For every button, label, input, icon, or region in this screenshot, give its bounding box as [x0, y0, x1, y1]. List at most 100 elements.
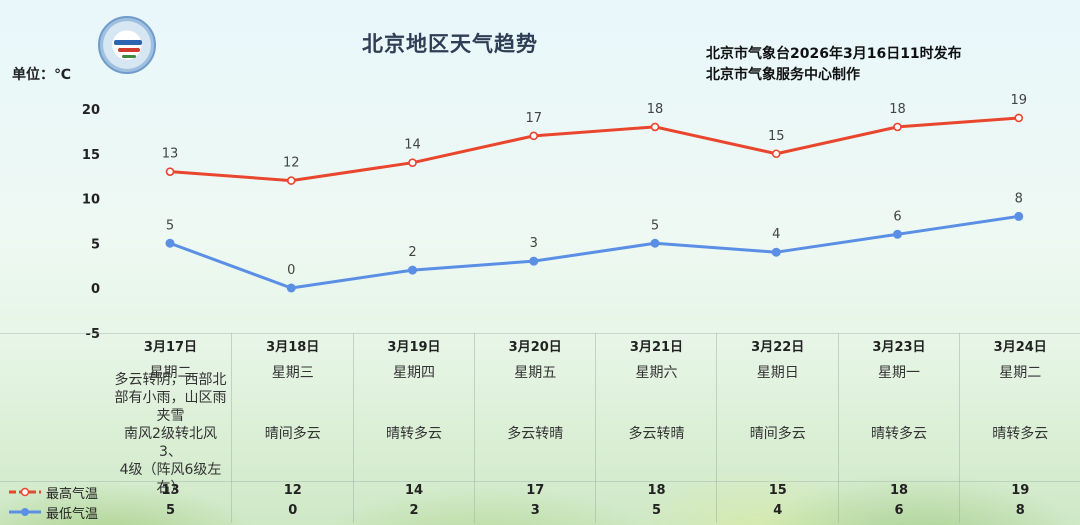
- high-temp-data-label: 18: [647, 102, 664, 117]
- forecast-weather: 晴间多云: [232, 391, 353, 477]
- forecast-weather-line: 4级（阵风6级左右）: [119, 462, 222, 496]
- forecast-high: 18: [647, 483, 666, 498]
- forecast-high: 14: [404, 483, 424, 498]
- forecast-weekday: 星期二: [999, 365, 1042, 381]
- issuer-line-1: 北京市气象台2026年3月16日11时发布: [706, 46, 962, 62]
- forecast-date: 3月23日: [872, 340, 926, 355]
- high-temp-point: [286, 176, 296, 185]
- forecast-high: 18: [889, 483, 909, 498]
- unit-label: 单位：℃: [12, 67, 71, 83]
- forecast-date: 3月20日: [508, 340, 562, 355]
- forecast-high: 13: [161, 483, 180, 498]
- table-top-divider: [0, 333, 1080, 334]
- forecast-low: 0: [288, 503, 298, 518]
- forecast-low: 6: [894, 503, 904, 518]
- forecast-low: 2: [409, 503, 419, 518]
- low-temp-point: [771, 247, 781, 257]
- temperature-chart: 20 15 10 5 0 -5 13 12 14 17 18 15 18 19 5 0 2 3 5 4 6 8: [82, 93, 1027, 340]
- forecast-weekday: 星期一: [878, 365, 920, 381]
- high-temp-point: [408, 158, 417, 167]
- low-temp-data-label: 0: [287, 263, 295, 278]
- forecast-weather-line: 晴转多云: [871, 426, 927, 442]
- high-temp-data-label: 19: [1010, 93, 1027, 108]
- forecast-weather-line: 晴转多云: [386, 426, 442, 442]
- forecast-weather-line: 晴间多云: [749, 426, 806, 442]
- forecast-date: 3月21日: [629, 340, 684, 355]
- low-temp-point: [650, 238, 660, 248]
- y-tick-label: 5: [91, 237, 100, 252]
- high-line-marker-icon: [9, 487, 41, 497]
- forecast-day-column: 3月19日星期四晴转多云 14 2: [352, 333, 475, 523]
- legend-high-label: 最高气温: [46, 486, 99, 502]
- forecast-weather: 多云转晴: [596, 391, 717, 477]
- high-temp-data-label: 12: [283, 156, 300, 171]
- forecast-day-column: 3月24日 星期二 晴转多云 19 8: [958, 333, 1080, 523]
- forecast-day-column: 3月17日 星期二 多云转阴，西部北 部有小雨，山区雨 夹雪 南风2级转北风3、 4级（阵风…: [110, 333, 231, 523]
- forecast-high: 12: [283, 483, 302, 498]
- forecast-weather: 多云转晴: [475, 391, 596, 477]
- forecast-weather: 晴转多云: [354, 391, 475, 477]
- forecast-low: 5: [651, 503, 662, 518]
- low-temp-data-label: 5: [651, 218, 659, 233]
- table-temp-divider: [0, 481, 1080, 482]
- forecast-weekday: 星期五: [514, 365, 557, 381]
- y-tick-label: 0: [91, 282, 100, 297]
- low-temp-point: [529, 256, 539, 266]
- forecast-weather-line: 晴间多云: [264, 426, 321, 442]
- low-temp-data-label: 5: [166, 218, 174, 233]
- forecast-date: 3月18日: [266, 340, 320, 355]
- high-temp-data-label: 18: [889, 102, 906, 117]
- low-temp-point: [165, 238, 175, 248]
- forecast-weekday: 星期二: [149, 365, 192, 381]
- forecast-weather: 多云转阴，西部北 部有小雨，山区雨 夹雪 南风2级转北风3、 4级（阵风6级左右）: [110, 372, 231, 496]
- forecast-date: 3月17日: [143, 340, 198, 355]
- forecast-weekday: 星期四: [393, 365, 435, 381]
- low-temp-data-label: 3: [530, 236, 538, 251]
- legend-low: 最低气温: [8, 502, 98, 522]
- low-temp-series-line: [169, 214, 1019, 290]
- high-temp-point: [529, 131, 539, 141]
- high-temp-data-label: 15: [768, 129, 785, 144]
- low-temp-data-label: 6: [893, 209, 901, 224]
- low-temp-point: [893, 229, 902, 239]
- forecast-day-column: 3月22日星期日晴间多云 15 4: [716, 333, 838, 523]
- forecast-high: 17: [526, 483, 545, 498]
- high-temp-point: [650, 122, 660, 132]
- forecast-day-column: 3月21日 星期六 多云转晴 18 5: [595, 333, 717, 523]
- forecast-weather: 晴转多云: [960, 391, 1080, 477]
- high-temp-data-label: 17: [525, 111, 542, 126]
- meteorological-service-logo: [98, 16, 156, 74]
- forecast-weather: 晴转多云: [839, 391, 960, 477]
- issuer-info: 北京市气象台2026年3月16日11时发布 北京市气象服务中心制作: [706, 44, 962, 86]
- high-temp-data-label: 14: [404, 138, 421, 153]
- y-tick-label: 15: [82, 148, 100, 163]
- high-temp-point: [893, 122, 902, 132]
- high-temp-data-label: 13: [162, 147, 179, 162]
- forecast-weather-line: 夹雪: [156, 408, 185, 424]
- forecast-day-column: 3月23日星期一晴转多云 18 6: [837, 333, 960, 523]
- legend: 最高气温 最低气温: [8, 482, 98, 522]
- y-tick-label: -5: [86, 327, 100, 340]
- legend-high: 最高气温: [8, 482, 98, 502]
- forecast-high: 15: [768, 483, 787, 498]
- page-title: 北京地区天气趋势: [362, 32, 538, 56]
- forecast-date: 3月19日: [387, 340, 441, 355]
- forecast-weather: 晴间多云: [717, 391, 838, 477]
- forecast-weather-line: 多云转阴，西部北: [114, 372, 227, 388]
- high-temp-point: [1014, 113, 1024, 123]
- forecast-weekday: 星期日: [756, 365, 799, 381]
- forecast-weather-line: 晴转多云: [992, 426, 1049, 442]
- high-temp-point: [165, 167, 175, 176]
- forecast-low: 8: [1015, 503, 1025, 518]
- low-temp-point: [408, 265, 417, 275]
- high-temp-series-line: [169, 116, 1019, 183]
- forecast-day-column: 3月20日 星期五 多云转晴 17 3: [473, 333, 596, 523]
- forecast-high: 19: [1011, 483, 1030, 498]
- forecast-date: 3月22日: [751, 340, 805, 355]
- low-temp-data-label: 8: [1015, 191, 1023, 206]
- forecast-low: 4: [773, 503, 783, 518]
- forecast-weather-line: 南风2级转北风3、: [124, 426, 217, 460]
- forecast-weather-line: 多云转晴: [628, 426, 685, 442]
- y-tick-label: 10: [82, 193, 100, 208]
- forecast-weekday: 星期三: [271, 365, 314, 381]
